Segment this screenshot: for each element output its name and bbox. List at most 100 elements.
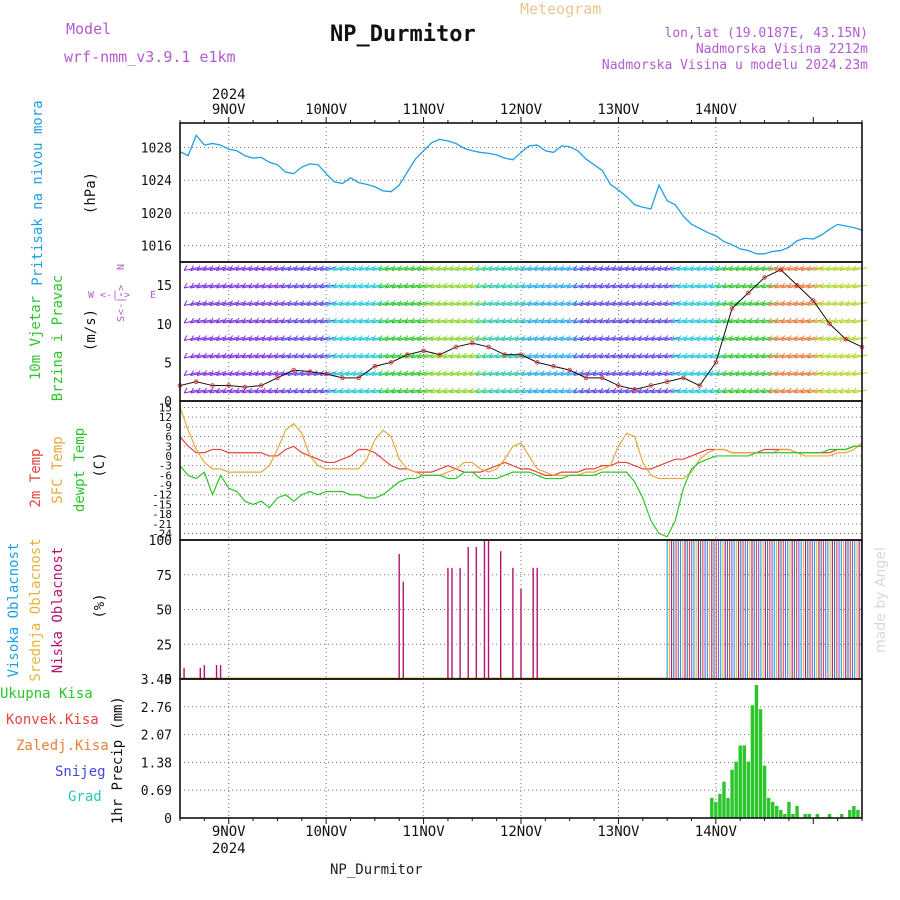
- wind-barb-flag: [320, 335, 324, 341]
- wind-barb: [852, 372, 868, 376]
- wind-barb-flag: [820, 282, 825, 289]
- wind-barb-flag: [300, 387, 305, 394]
- wind-barb-flag: [540, 282, 545, 289]
- wind-barb-flag: [573, 265, 578, 271]
- wind-barb-flag: [625, 300, 630, 306]
- wind-barb-flag: [397, 300, 402, 306]
- pressure-tick-label: 1024: [141, 174, 172, 189]
- wind-barb-flag: [807, 300, 812, 306]
- wind-barb-flag: [462, 317, 467, 324]
- wind-barb: [852, 389, 868, 394]
- wind-barb-flag: [618, 300, 623, 306]
- wind-barb-flag: [846, 300, 851, 306]
- wind-barb-flag: [735, 282, 740, 289]
- wind-barb-flag: [365, 387, 370, 394]
- wind-barb-flag: [235, 317, 240, 324]
- wind-barb-flag: [742, 265, 747, 271]
- wind-barb-flag: [839, 300, 844, 306]
- wind-barb-flag: [216, 317, 220, 324]
- wind-barb-flag: [508, 300, 513, 306]
- wind-barb-flag: [800, 265, 805, 271]
- wind-barb-flag: [482, 335, 487, 341]
- wind-barb-flag: [670, 300, 675, 306]
- wind-barb-flag: [410, 317, 415, 324]
- wind-barb-flag: [527, 317, 532, 324]
- wind-barb-flag: [722, 317, 727, 324]
- wind-barb-flag: [774, 335, 779, 341]
- wind-barb-flag: [839, 352, 844, 359]
- wind-barb-flag: [514, 370, 519, 376]
- wind-barb-flag: [209, 352, 214, 359]
- wind-barb-flag: [268, 265, 272, 271]
- wind-barb-flag: [313, 265, 318, 271]
- wind-barb-flag: [742, 300, 747, 306]
- wind-barb-flag: [852, 317, 857, 324]
- wind-barb-flag: [359, 282, 363, 289]
- wind-barb-flag: [196, 300, 201, 306]
- wind-barb-flag: [333, 387, 337, 394]
- wind-barb-flag: [261, 352, 266, 359]
- wind-barb-flag: [384, 370, 389, 376]
- wind-barb-flag: [696, 265, 701, 271]
- wind-speed-point: [356, 375, 361, 381]
- wind-barb-flag: [553, 370, 558, 376]
- temp-tick-label: -12: [152, 489, 172, 502]
- wind-barb-flag: [203, 317, 207, 324]
- wind-barb-flag: [209, 370, 214, 376]
- precip-bar: [762, 765, 767, 818]
- wind-barb-flag: [566, 282, 571, 289]
- wind-barb-flag: [670, 387, 675, 394]
- precip-bar: [791, 813, 795, 818]
- wind-barb-flag: [183, 317, 188, 324]
- wind-barb-flag: [553, 265, 558, 271]
- wind-barb-flag: [488, 265, 493, 271]
- wind-barb-flag: [423, 387, 428, 394]
- wind-barb-flag: [787, 317, 792, 324]
- elevation-text: Nadmorska Visina 2212m: [695, 42, 868, 57]
- wind-barb-flag: [560, 387, 565, 394]
- wind-barb-flag: [384, 300, 389, 306]
- wind-barb-flag: [748, 265, 753, 271]
- wind-barb-flag: [475, 265, 480, 271]
- wind-barb-flag: [748, 282, 753, 289]
- wind-barb-flag: [774, 352, 779, 359]
- wind-barb-flag: [807, 317, 812, 324]
- wind-barb-flag: [566, 317, 571, 324]
- wind-barb-flag: [553, 282, 558, 289]
- wind-barb-flag: [664, 265, 669, 271]
- wind-barb-flag: [423, 335, 428, 341]
- wind-speed-point: [437, 352, 443, 357]
- wind-barb-flag: [281, 370, 285, 376]
- wind-barb-flag: [612, 317, 617, 324]
- wind-barb-flag: [631, 317, 636, 324]
- wind-barb-flag: [417, 370, 422, 376]
- wind-barb-flag: [579, 335, 584, 341]
- precip-bar: [734, 761, 738, 818]
- wind-barb-flag: [378, 300, 383, 306]
- wind-tick-label: 5: [164, 356, 172, 371]
- wind-barb-flag: [488, 300, 493, 306]
- wind-barb-flag: [664, 370, 669, 376]
- wind-barb-flag: [274, 300, 279, 306]
- wind-barb-flag: [813, 282, 818, 289]
- wind-barb-flag: [391, 352, 396, 359]
- precip-bar: [795, 805, 799, 818]
- wind-barb-flag: [326, 300, 331, 306]
- wind-barb-flag: [229, 282, 233, 289]
- wind-barb-flag: [352, 352, 357, 359]
- wind-speed-point: [226, 383, 232, 388]
- wind-barb-flag: [469, 352, 474, 359]
- precip-bar: [742, 745, 746, 818]
- wind-barb-flag: [651, 265, 656, 271]
- wind-barb-flag: [612, 335, 617, 341]
- wind-barb-flag: [371, 265, 376, 271]
- wind-barb-flag: [209, 317, 214, 324]
- wind-barb-flag: [729, 265, 734, 271]
- wind-barb-flag: [521, 300, 526, 306]
- wind-barb-flag: [683, 370, 688, 376]
- wind-barb-flag: [521, 370, 526, 376]
- wind-barb-flag: [846, 265, 851, 271]
- wind-barb-flag: [742, 317, 747, 324]
- wind-barb-flag: [794, 352, 799, 359]
- wind-barb-flag: [183, 282, 188, 289]
